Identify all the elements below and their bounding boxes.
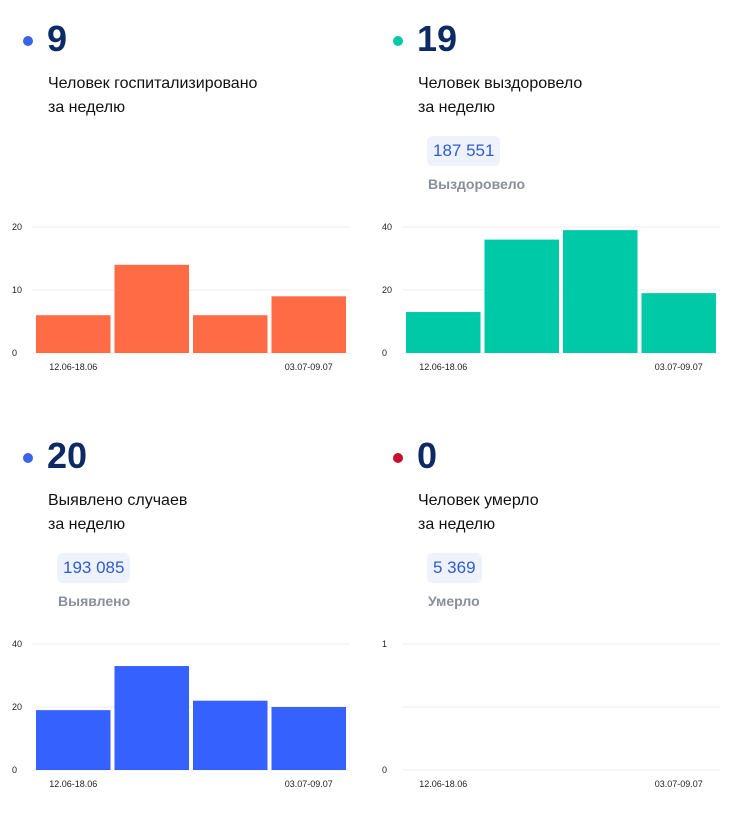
total-label: Выявлено (58, 593, 131, 609)
bar (193, 700, 268, 770)
bar (406, 312, 481, 353)
total-badge: 5 369 (427, 553, 482, 583)
x-tick-label: 03.07-09.07 (655, 779, 703, 789)
bar (563, 230, 638, 353)
y-tick-label: 10 (12, 285, 22, 295)
stat-description: Человек умерло за неделю (418, 492, 539, 533)
y-tick-label: 40 (12, 639, 22, 649)
total-label: Умерло (428, 593, 480, 609)
total-label: Выздоровело (428, 176, 526, 192)
stat-description: Человек госпитализировано за неделю (48, 75, 258, 116)
total-badge: 187 551 (427, 136, 501, 166)
bar (193, 315, 268, 353)
bar-chart: 0 20 40 12.06-18.06 03.07-09.07 (382, 222, 720, 372)
stat-value: 19 (417, 18, 458, 59)
stat-description: Человек выздоровело за неделю (418, 75, 583, 116)
y-tick-label: 20 (12, 702, 22, 712)
bar (114, 264, 189, 353)
bar-chart: 0 20 40 12.06-18.06 03.07-09.07 (12, 639, 350, 789)
bar-chart: 0 10 20 12.06-18.06 03.07-09.07 (12, 222, 350, 372)
bar (271, 296, 346, 353)
indicator-dot (393, 36, 403, 46)
y-tick-label: 20 (382, 285, 392, 295)
bar (271, 707, 346, 770)
bar (641, 293, 716, 353)
y-tick-label: 0 (382, 348, 387, 358)
bar-chart: 0 1 12.06-18.06 03.07-09.07 (382, 639, 720, 789)
panel-recovered: 19 Человек выздоровело за неделю 187 551… (370, 0, 730, 400)
stat-value: 20 (47, 435, 88, 476)
y-tick-label: 20 (12, 222, 22, 232)
stat-value: 0 (417, 435, 438, 476)
x-tick-label: 12.06-18.06 (49, 779, 97, 789)
panel-hospitalized: 9 Человек госпитализировано за неделю 0 1… (0, 0, 360, 400)
total-badge: 193 085 (57, 553, 131, 583)
y-tick-label: 0 (12, 348, 17, 358)
panel-detected: 20 Выявлено случаев за неделю 193 085 Вы… (0, 417, 360, 817)
bar (36, 315, 111, 353)
indicator-dot (23, 453, 33, 463)
x-tick-label: 03.07-09.07 (285, 779, 333, 789)
indicator-dot (393, 453, 403, 463)
x-tick-label: 12.06-18.06 (419, 779, 467, 789)
x-tick-label: 03.07-09.07 (285, 362, 333, 372)
stat-description: Выявлено случаев за неделю (48, 492, 188, 533)
x-tick-label: 12.06-18.06 (49, 362, 97, 372)
y-tick-label: 0 (12, 765, 17, 775)
indicator-dot (23, 36, 33, 46)
y-tick-label: 1 (382, 639, 387, 649)
stat-value: 9 (47, 18, 68, 59)
bar (114, 666, 189, 770)
y-tick-label: 0 (382, 765, 387, 775)
bar (36, 710, 111, 770)
bar (484, 239, 559, 353)
y-tick-label: 40 (382, 222, 392, 232)
x-tick-label: 12.06-18.06 (419, 362, 467, 372)
panel-died: 0 Человек умерло за неделю 5 369 Умерло … (370, 417, 730, 817)
x-tick-label: 03.07-09.07 (655, 362, 703, 372)
